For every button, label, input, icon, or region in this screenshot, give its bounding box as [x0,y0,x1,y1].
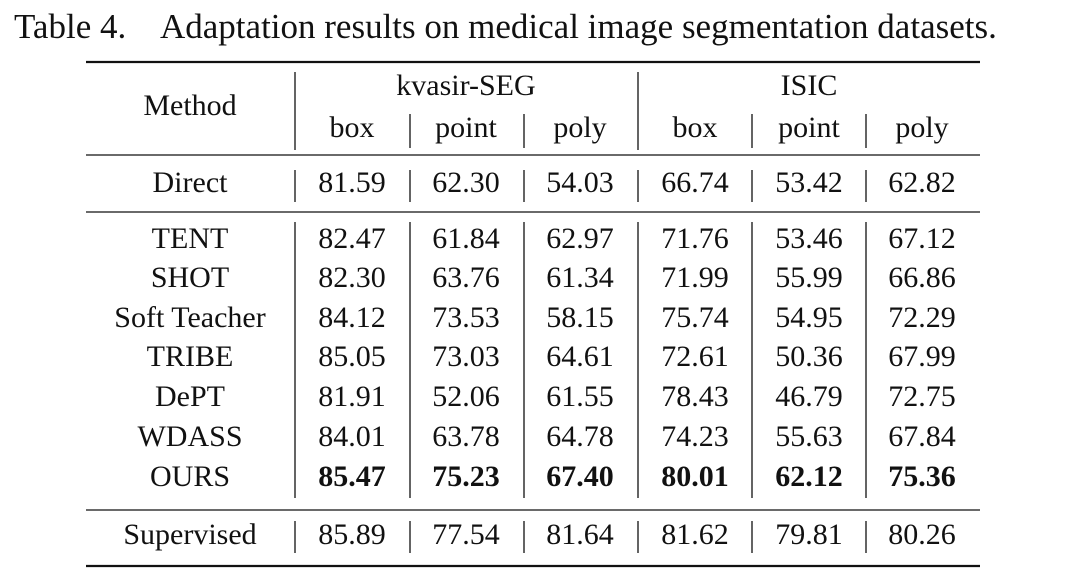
cell-value: 62.12 [775,460,843,493]
header-column: poly [895,111,948,144]
cell-value: 55.63 [775,420,843,453]
cell-value: 81.62 [661,518,729,551]
cell-value: 67.84 [888,420,956,453]
cell-value: 82.30 [318,261,386,294]
cell-value: 66.74 [661,166,729,199]
header-column: box [330,111,375,144]
cell-value: 67.12 [888,222,956,255]
cell-value: 72.29 [888,301,956,334]
cell-value: 62.82 [888,166,956,199]
cell-value: 58.15 [546,301,614,334]
cell-value: 55.99 [775,261,843,294]
row-method: SHOT [151,261,229,294]
cell-value: 61.55 [546,380,614,413]
header-method: Method [143,89,236,122]
cell-value: 75.74 [661,301,729,334]
cell-value: 54.03 [546,166,614,199]
cell-value: 84.01 [318,420,386,453]
cell-value: 81.91 [318,380,386,413]
cell-value: 64.78 [546,420,614,453]
row-method: DePT [155,380,225,413]
cell-value: 81.64 [546,518,614,551]
cell-value: 52.06 [432,380,500,413]
cell-value: 66.86 [888,261,956,294]
cell-value: 72.75 [888,380,956,413]
cell-value: 63.76 [432,261,500,294]
cell-value: 80.01 [661,460,729,493]
cell-value: 71.99 [661,261,729,294]
cell-value: 63.78 [432,420,500,453]
cell-value: 53.42 [775,166,843,199]
row-method: TENT [152,222,229,255]
row-method: Soft Teacher [114,301,265,334]
cell-value: 72.61 [661,340,729,373]
cell-value: 73.53 [432,301,500,334]
header-group: kvasir-SEG [396,69,535,102]
cell-value: 74.23 [661,420,729,453]
cell-value: 54.95 [775,301,843,334]
header-group: ISIC [781,69,838,102]
cell-value: 71.76 [661,222,729,255]
cell-value: 79.81 [775,518,843,551]
header-column: box [673,111,718,144]
cell-value: 81.59 [318,166,386,199]
cell-value: 62.97 [546,222,614,255]
header-column: poly [553,111,606,144]
cell-value: 64.61 [546,340,614,373]
cell-value: 53.46 [775,222,843,255]
cell-value: 85.89 [318,518,386,551]
header-column: point [435,111,497,144]
cell-value: 67.40 [546,460,614,493]
caption-label: Table 4. [14,7,126,46]
caption-text: Adaptation results on medical image segm… [160,7,997,46]
cell-value: 61.34 [546,261,614,294]
cell-value: 84.12 [318,301,386,334]
cell-value: 85.05 [318,340,386,373]
header-column: point [778,111,840,144]
cell-value: 85.47 [318,460,386,493]
row-method: Direct [153,166,229,199]
cell-value: 62.30 [432,166,500,199]
cell-value: 67.99 [888,340,956,373]
cell-value: 50.36 [775,340,843,373]
row-method: Supervised [123,518,256,551]
row-method: TRIBE [147,340,234,373]
cell-value: 46.79 [775,380,843,413]
cell-value: 78.43 [661,380,729,413]
cell-value: 82.47 [318,222,386,255]
cell-value: 75.23 [432,460,500,493]
cell-value: 75.36 [888,460,956,493]
cell-value: 73.03 [432,340,500,373]
row-method: OURS [150,460,230,493]
cell-value: 61.84 [432,222,500,255]
row-method: WDASS [137,420,242,453]
cell-value: 77.54 [432,518,500,551]
cell-value: 80.26 [888,518,956,551]
